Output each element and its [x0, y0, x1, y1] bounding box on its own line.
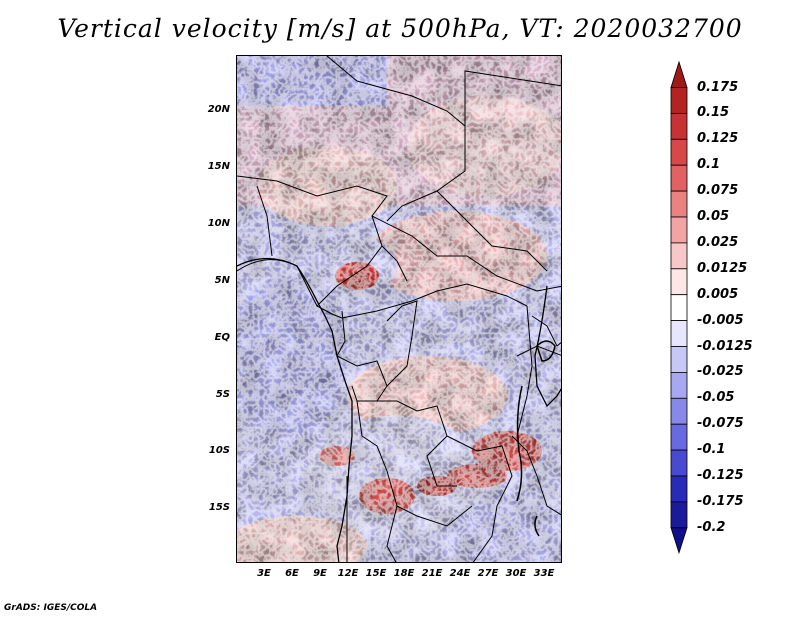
colorbar-swatch	[670, 60, 688, 88]
lat-tick-label: 15N	[207, 161, 230, 172]
colorbar-swatch	[670, 138, 688, 166]
chart-title: Vertical velocity [m/s] at 500hPa, VT: 2…	[57, 14, 743, 43]
lat-tick-label: 10N	[207, 218, 230, 229]
colorbar-label: 0.05	[697, 209, 730, 224]
colorbar-swatch	[670, 527, 688, 555]
lon-tick-label: 12E	[337, 568, 359, 579]
colorbar-label: 0.025	[697, 234, 739, 250]
lat-tick-label: 10S	[208, 445, 230, 456]
colorbar-label: -0.1	[697, 442, 726, 458]
colorbar-swatch	[670, 190, 688, 218]
colorbar-swatch	[670, 242, 688, 270]
colorbar-swatch	[670, 216, 688, 244]
colorbar-swatch	[670, 164, 688, 192]
lon-tick-label: 9E	[313, 568, 327, 579]
colorbar-swatch	[670, 397, 688, 425]
credit-text: GrADS: IGES/COLA	[4, 603, 98, 613]
colorbar-swatch	[670, 423, 688, 451]
country-borders	[237, 56, 561, 562]
lat-tick-label: 20N	[207, 104, 230, 115]
colorbar-swatch	[670, 87, 688, 114]
colorbar-swatch	[670, 475, 688, 503]
colorbar-swatch	[670, 320, 688, 347]
colorbar-swatch	[670, 371, 688, 399]
lon-tick-label: 24E	[449, 568, 471, 579]
colorbar-swatch	[670, 449, 688, 477]
coastline	[237, 257, 561, 562]
lon-tick-label: 27E	[477, 568, 499, 579]
map-plot-area	[236, 55, 562, 563]
colorbar-swatch	[670, 268, 688, 296]
lat-tick-label: EQ	[214, 332, 230, 343]
colorbar-label: -0.075	[697, 416, 744, 432]
colorbar-swatch	[670, 346, 688, 373]
colorbar-swatch	[670, 113, 688, 140]
lat-tick-label: 5N	[214, 275, 230, 286]
lat-tick-label: 15S	[208, 502, 230, 513]
colorbar-label: 0.075	[697, 183, 739, 199]
colorbar-label: 0.0125	[697, 260, 748, 276]
lon-tick-label: 3E	[257, 568, 271, 579]
colorbar-label: -0.2	[697, 519, 726, 535]
lon-tick-label: 18E	[393, 568, 415, 579]
colorbar-label: 0.1	[697, 157, 721, 173]
field-speckle	[237, 56, 561, 562]
lon-tick-label: 15E	[365, 568, 387, 579]
lon-tick-label: 33E	[533, 568, 555, 579]
colorbar-label: -0.175	[697, 493, 744, 509]
colorbar-swatch	[670, 501, 688, 529]
colorbar	[670, 60, 688, 555]
colorbar-label: -0.005	[697, 312, 744, 328]
lat-tick-label: 5S	[215, 389, 230, 400]
colorbar-label: 0.125	[697, 131, 739, 147]
lakes	[516, 340, 556, 537]
colorbar-label: -0.025	[697, 364, 744, 380]
colorbar-label: 0.175	[697, 79, 739, 95]
lon-tick-label: 21E	[421, 568, 443, 579]
velocity-field	[237, 56, 561, 562]
colorbar-swatch	[670, 294, 688, 321]
lon-tick-label: 30E	[505, 568, 527, 579]
colorbar-label: -0.125	[697, 468, 744, 483]
colorbar-label: -0.0125	[697, 338, 753, 354]
colorbar-label: -0.05	[697, 390, 735, 406]
lon-tick-label: 6E	[285, 568, 299, 579]
colorbar-label: 0.15	[697, 105, 730, 121]
colorbar-label: 0.005	[697, 286, 739, 302]
